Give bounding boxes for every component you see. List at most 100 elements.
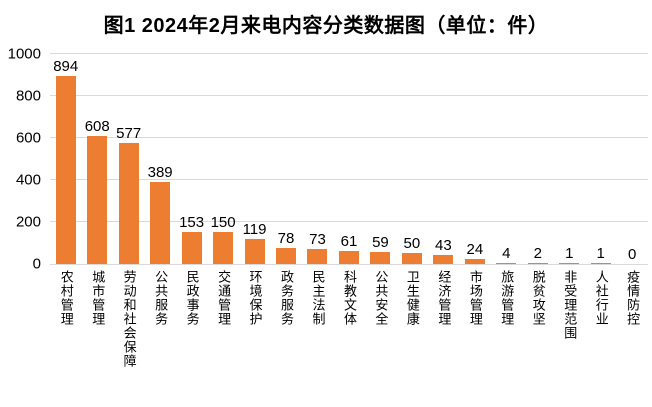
bar-value-label: 4 (502, 245, 511, 262)
bar (559, 263, 580, 264)
x-tick-label: 疫情防控 (616, 270, 647, 368)
x-tick-label-text: 劳动和社会保障 (121, 270, 137, 368)
x-axis-line (50, 264, 648, 265)
x-tick-label-text: 政务服务 (279, 270, 295, 326)
bar-value-label: 389 (147, 164, 173, 181)
x-tick-label: 脱贫攻坚 (522, 270, 553, 368)
y-tick-label: 800 (15, 87, 41, 105)
gridline (50, 53, 648, 54)
bar (401, 253, 422, 264)
y-tick-label: 0 (32, 255, 41, 273)
bar-slot: 43 (428, 54, 459, 264)
bar-value-label: 0 (628, 246, 637, 263)
bar-value-label: 43 (435, 237, 452, 254)
bar-value-label: 153 (179, 214, 205, 231)
bar (181, 232, 202, 264)
bar-slot: 2 (522, 54, 553, 264)
bar (150, 182, 171, 264)
x-tick-label: 市场管理 (459, 270, 490, 368)
x-tick-label: 环境保护 (239, 270, 270, 368)
bar (276, 248, 297, 264)
bar-value-label: 2 (533, 245, 542, 262)
bar (118, 143, 139, 264)
bar (244, 239, 265, 264)
bar-slot: 119 (239, 54, 270, 264)
x-tick-label-text: 城市管理 (90, 270, 106, 326)
gridline (50, 221, 648, 222)
gridline (50, 179, 648, 180)
bar-slot: 73 (302, 54, 333, 264)
x-tick-label-text: 旅游管理 (499, 270, 515, 326)
bar-value-label: 577 (116, 125, 142, 142)
bar (213, 232, 234, 264)
bar-value-label: 59 (372, 234, 389, 251)
x-tick-label-text: 人社行业 (593, 270, 609, 326)
bar (55, 76, 76, 264)
x-axis-labels: 农村管理 城市管理 劳动和社会保障 公共服务 民政事务 交通管理 环境保护 政务服务 民主法制科… (50, 270, 648, 368)
x-tick-label: 人社行业 (585, 270, 616, 368)
chart-title: 图1 2024年2月来电内容分类数据图（单位：件） (103, 15, 549, 37)
bar (87, 136, 108, 264)
bar-value-label: 608 (84, 118, 110, 135)
bar-slot: 894 (50, 54, 81, 264)
x-tick-label-text: 农村管理 (58, 270, 74, 326)
x-tick-label: 经济管理 (428, 270, 459, 368)
bar (590, 263, 611, 264)
x-tick-label: 民主法制 (302, 270, 333, 368)
x-tick-label: 公共安全 (365, 270, 396, 368)
y-tick-label: 400 (15, 171, 41, 189)
x-tick-label: 旅游管理 (491, 270, 522, 368)
bar-slot: 50 (396, 54, 427, 264)
bar (464, 259, 485, 264)
x-tick-label-text: 环境保护 (247, 270, 263, 326)
x-tick-label: 政务服务 (270, 270, 301, 368)
bar (527, 263, 548, 264)
bar (433, 255, 454, 264)
x-tick-label: 非受理范围 (554, 270, 585, 368)
bar-slot: 608 (81, 54, 112, 264)
gridline (50, 137, 648, 138)
x-tick-label-text: 经济管理 (436, 270, 452, 326)
bar-slot: 61 (333, 54, 364, 264)
x-tick-label-text: 非受理范围 (562, 270, 578, 340)
bar-value-label: 73 (309, 231, 326, 248)
y-axis: 0 200 400 600 800 1000 (0, 46, 50, 273)
x-tick-label: 科教文体 (333, 270, 364, 368)
bar-value-label: 894 (53, 58, 79, 75)
x-tick-label-text: 公共服务 (153, 270, 169, 326)
bar-value-label: 1 (596, 245, 605, 262)
bar (338, 251, 359, 264)
x-tick-label: 劳动和社会保障 (113, 270, 144, 368)
x-tick-label-text: 科教文体 (341, 270, 357, 326)
bar-value-label: 50 (403, 235, 421, 252)
x-tick-label-text: 交通管理 (216, 270, 232, 326)
bar-slot: 59 (365, 54, 396, 264)
x-tick-label: 民政事务 (176, 270, 207, 368)
x-tick-label: 卫生健康 (396, 270, 427, 368)
x-tick-label-text: 疫情防控 (625, 270, 641, 326)
bar-value-label: 150 (210, 214, 236, 231)
x-tick-label: 农村管理 (50, 270, 81, 368)
bar-slot: 4 (491, 54, 522, 264)
x-tick-label-text: 民主法制 (310, 270, 326, 326)
bar-value-label: 61 (340, 233, 358, 250)
y-tick-label: 200 (15, 213, 41, 231)
bar-value-label: 1 (565, 245, 574, 262)
x-tick-label-text: 民政事务 (184, 270, 200, 326)
bar-value-label: 78 (277, 230, 295, 247)
bar-slot: 577 (113, 54, 144, 264)
x-tick-label-text: 公共安全 (373, 270, 389, 326)
bar-slot: 1 (585, 54, 616, 264)
bar-slot: 24 (459, 54, 490, 264)
y-tick-label: 1000 (7, 45, 41, 63)
x-tick-label: 城市管理 (81, 270, 112, 368)
bars-layer: 894 608 577 389 153 150 119 78 73 61 59 50 43 24 4 2 1 1 0 (50, 54, 648, 264)
bar-slot: 0 (616, 54, 647, 264)
x-tick-label-text: 市场管理 (467, 270, 483, 326)
x-tick-label-text: 卫生健康 (404, 270, 420, 326)
bar (370, 252, 391, 264)
bar-slot: 389 (144, 54, 175, 264)
x-tick-label: 公共服务 (144, 270, 175, 368)
bar-slot: 153 (176, 54, 207, 264)
bar-slot: 150 (207, 54, 238, 264)
